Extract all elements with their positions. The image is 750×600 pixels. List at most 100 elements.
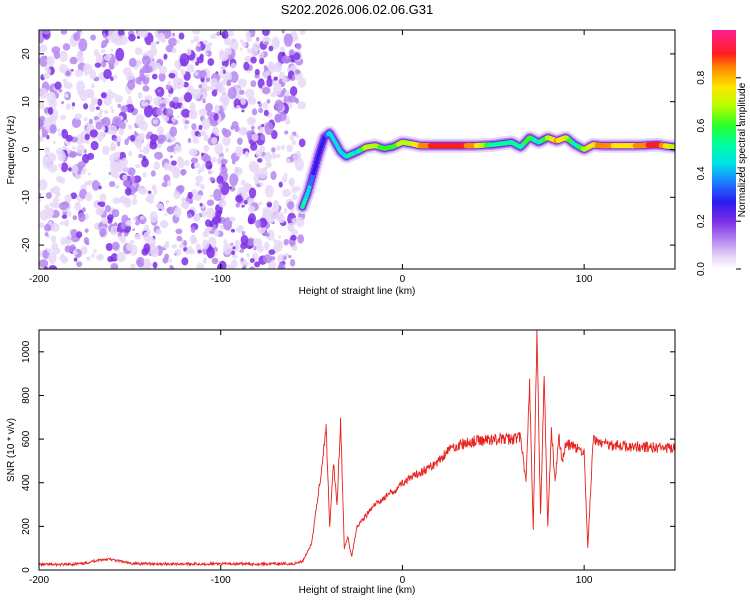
heatmap-noise-cell <box>90 83 95 89</box>
heatmap-noise-cell <box>255 219 262 229</box>
heatmap-noise-cell <box>297 101 307 110</box>
heatmap-ridge-cell <box>318 147 323 152</box>
heatmap-noise-cell <box>186 48 192 56</box>
heatmap-noise-cell <box>39 192 42 197</box>
heatmap-noise-cell <box>84 72 89 76</box>
heatmap-noise-cell <box>263 41 269 46</box>
heatmap-noise-cell <box>253 246 257 251</box>
heatmap-noise-cell <box>254 69 260 76</box>
heatmap-noise-cell <box>161 206 166 212</box>
heatmap-noise-cell <box>269 207 279 220</box>
snr-plot-area <box>39 330 675 570</box>
heatmap-noise-cell <box>161 182 168 188</box>
heatmap-noise-cell <box>138 153 144 159</box>
heatmap-noise-cell <box>176 40 181 44</box>
heatmap-noise-cell <box>203 134 210 142</box>
heatmap-ridge <box>295 126 675 214</box>
heatmap-noise-cell <box>118 235 123 240</box>
heatmap-noise-cell <box>93 249 97 254</box>
heatmap-noise-cell <box>243 261 249 266</box>
heatmap-noise-cell <box>209 194 214 198</box>
heatmap-noise-cell <box>143 231 151 242</box>
heatmap-noise-cell <box>243 182 251 191</box>
heatmap-noise-cell <box>240 257 244 262</box>
heatmap-noise-cell <box>178 243 185 249</box>
heatmap-noise-cell <box>47 106 54 115</box>
heatmap-noise-cell <box>187 137 192 143</box>
heatmap-noise-cell <box>192 30 201 35</box>
heatmap-noise-cell <box>127 79 136 90</box>
heatmap-noise-cell <box>205 219 212 227</box>
heatmap-noise-cell <box>60 30 68 35</box>
heatmap-noise-cell <box>58 64 68 74</box>
heatmap-noise-cell <box>223 96 230 104</box>
heatmap-noise-cell <box>152 119 158 125</box>
heatmap-noise-cell <box>283 238 289 246</box>
heatmap-noise-cell <box>249 258 255 263</box>
snr-x-tick-label: -100 <box>211 575 231 586</box>
heatmap-noise-cell <box>116 251 126 263</box>
heatmap-noise-cell <box>156 126 164 135</box>
snr-x-tick-label: -200 <box>29 575 49 586</box>
heatmap-noise-cell <box>163 162 170 171</box>
snr-y-tick-label: 1000 <box>21 340 32 363</box>
heatmap-noise-cell <box>108 89 112 94</box>
heatmap-noise-cell <box>101 60 107 68</box>
heatmap-noise-cell <box>266 77 273 87</box>
spectrogram-y-label: Frequency (Hz) <box>6 116 17 185</box>
heatmap-noise-cell <box>184 120 190 125</box>
heatmap-noise-cell <box>171 244 178 249</box>
heatmap-noise-cell <box>58 132 62 137</box>
heatmap-noise-cell <box>205 102 214 112</box>
heatmap-noise-cell <box>171 266 175 269</box>
figure-title: S202.2026.006.02.06.G31 <box>281 2 434 17</box>
snr-y-label: SNR (10 * v/v) <box>6 418 17 482</box>
heatmap-noise-cell <box>123 166 129 173</box>
heatmap-noise-cell <box>188 109 198 120</box>
heatmap-noise-cell <box>258 107 264 114</box>
heatmap-ridge-cell <box>312 167 317 172</box>
heatmap-ridge-cell <box>310 174 315 179</box>
heatmap-noise-cell <box>73 32 81 42</box>
heatmap-noise-cell <box>39 136 44 143</box>
heatmap-ridge-cell <box>671 144 675 150</box>
heatmap-noise-cell <box>108 180 116 188</box>
heatmap-noise-cell <box>110 142 117 151</box>
heatmap-noise-cell <box>209 170 214 175</box>
heatmap-noise-cell <box>281 51 285 57</box>
heatmap-noise-cell <box>39 197 42 203</box>
heatmap-noise-cell <box>206 246 215 259</box>
heatmap-noise-cell <box>192 138 199 144</box>
heatmap-noise-cell <box>61 214 68 219</box>
heatmap-noise-cell <box>100 118 107 124</box>
heatmap-noise-cell <box>205 76 211 83</box>
heatmap-noise-cell <box>286 67 291 72</box>
heatmap-noise-cell <box>291 186 297 194</box>
heatmap-noise-cell <box>223 239 228 245</box>
heatmap-noise-cell <box>198 108 208 117</box>
heatmap-noise-cell <box>63 81 73 90</box>
heatmap-noise-cell <box>240 97 247 105</box>
heatmap-noise-cell <box>198 84 203 89</box>
heatmap-noise-cell <box>221 32 226 39</box>
heatmap-noise-cell <box>134 233 142 240</box>
heatmap-noise-cell <box>198 124 203 131</box>
heatmap-ridge-cell <box>316 153 321 158</box>
heatmap-noise-cell <box>184 124 188 130</box>
heatmap-noise-cell <box>262 30 270 37</box>
heatmap-noise-cell <box>70 229 78 238</box>
heatmap-noise-cell <box>265 161 272 168</box>
heatmap-noise-cell <box>141 247 149 256</box>
heatmap-noise-cell <box>141 55 151 66</box>
heatmap-noise-cell <box>248 187 257 199</box>
heatmap-noise-cell <box>159 103 167 109</box>
heatmap-noise-cell <box>277 253 284 263</box>
heatmap-noise-cell <box>191 123 197 130</box>
heatmap-noise-cell <box>241 109 245 113</box>
heatmap-noise-cell <box>58 202 68 211</box>
heatmap-noise-cell <box>140 120 148 132</box>
heatmap-noise-cell <box>57 150 66 162</box>
heatmap-noise-cell <box>87 172 91 176</box>
heatmap-noise-cell <box>202 257 208 264</box>
heatmap-ridge-cell <box>309 178 314 183</box>
